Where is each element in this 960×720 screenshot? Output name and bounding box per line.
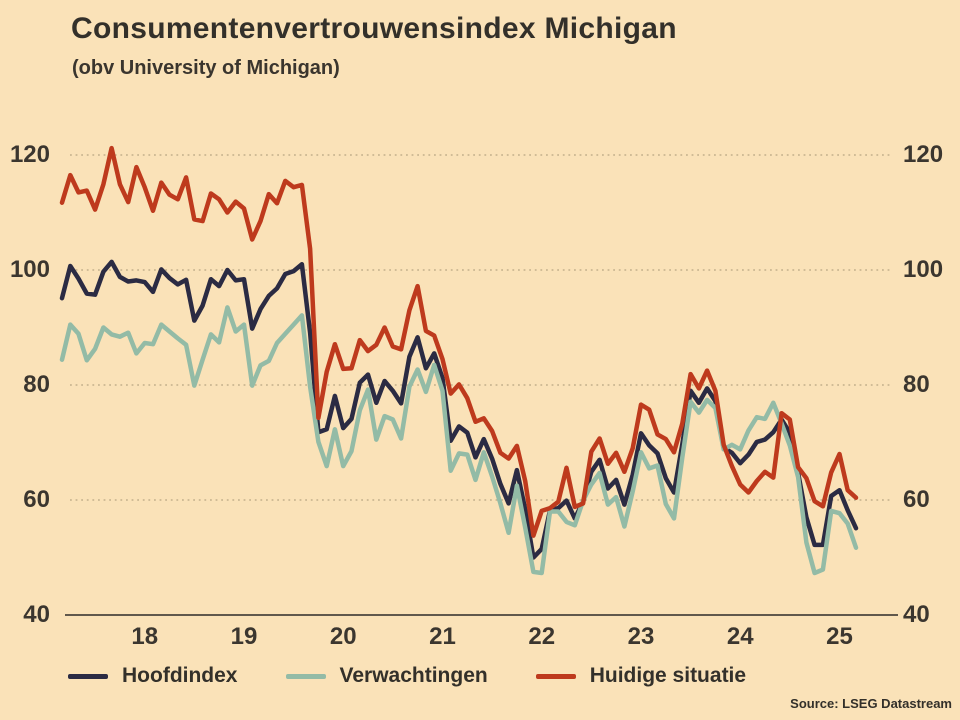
x-axis-label: 23 [627,623,655,650]
chart-title: Consumentenvertrouwensindex Michigan [71,12,677,45]
legend-label-hoofdindex: Hoofdindex [122,664,238,687]
y-axis-label-right: 40 [903,601,930,628]
legend: Hoofdindex Verwachtingen Huidige situati… [68,661,794,691]
legend-item-hoofdindex: Hoofdindex [68,664,238,688]
x-axis-label: 18 [131,623,159,650]
x-axis-label: 25 [826,623,853,650]
y-axis-label-left: 120 [9,141,50,168]
legend-item-verwachtingen: Verwachtingen [285,664,488,688]
x-axis-label: 20 [329,623,357,650]
y-axis-label-left: 100 [9,256,50,283]
chart-subtitle: (obv University of Michigan) [72,57,340,79]
x-axis-label: 24 [726,623,754,650]
x-axis-label: 21 [429,623,456,650]
y-axis-label-right: 120 [903,141,944,168]
y-axis-label-right: 100 [903,256,944,283]
legend-swatch-verwachtingen [285,673,326,679]
y-axis-label-left: 60 [23,486,50,513]
source-credit: Source: LSEG Datastream [790,696,952,711]
y-axis-label-left: 40 [23,601,50,628]
legend-swatch-hoofdindex [68,673,108,679]
legend-swatch-huidige-situatie [535,673,576,679]
legend-item-huidige-situatie: Huidige situatie [535,664,747,688]
legend-label-huidige-situatie: Huidige situatie [589,664,747,687]
y-axis-label-right: 80 [903,371,930,398]
x-axis-label: 19 [230,623,258,650]
y-axis-label-left: 80 [23,371,50,398]
x-axis-label: 22 [528,623,556,650]
y-axis-label-right: 60 [903,486,930,513]
legend-label-verwachtingen: Verwachtingen [339,664,488,687]
